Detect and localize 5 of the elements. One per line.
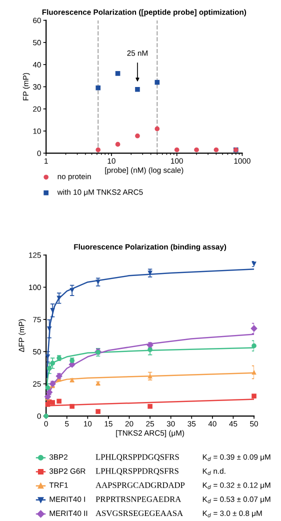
text: ASVGSRSEGEGEAASA <box>96 510 183 516</box>
text: LPHLQRSPPDGQSFRS <box>96 454 179 462</box>
text: AAPSPRGCADGRDADP <box>96 482 185 488</box>
text: LPHLQRSPPDRQSFRS <box>96 468 178 476</box>
text: PRPRTRSNPEGAEDRA <box>96 496 182 502</box>
